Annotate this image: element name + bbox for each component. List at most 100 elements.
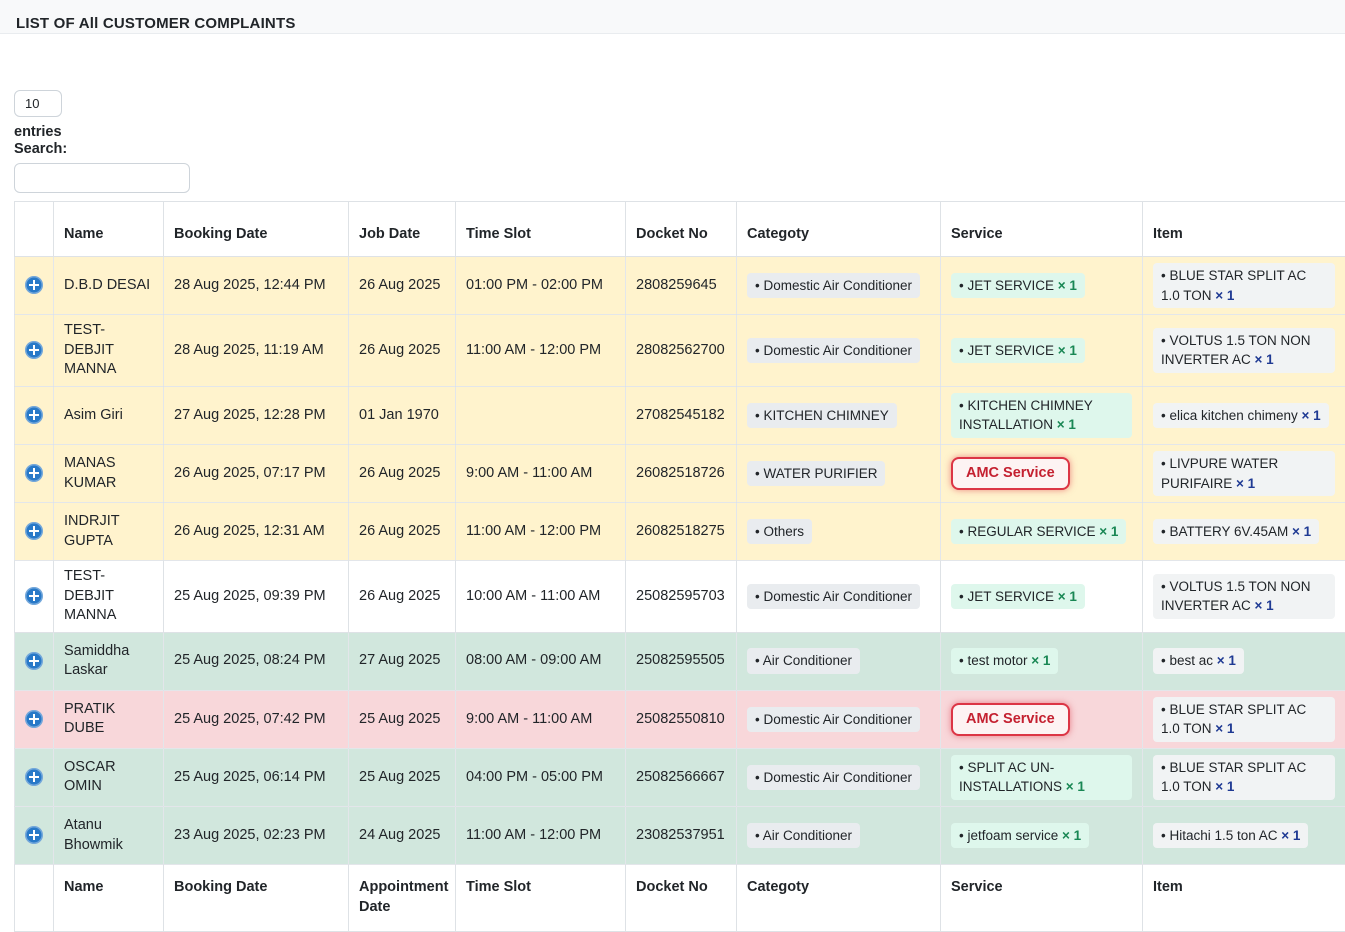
footer-docket-no: Docket No (626, 865, 737, 932)
item-cell: • LIVPURE WATER PURIFAIRE × 1 (1143, 444, 1345, 502)
item-badge: • BLUE STAR SPLIT AC 1.0 TON × 1 (1153, 263, 1335, 308)
search-input[interactable] (14, 163, 190, 193)
service-cell: AMC Service (941, 690, 1143, 748)
service-cell: • JET SERVICE × 1 (941, 315, 1143, 387)
customer-name-cell: PRATIK DUBE (54, 690, 164, 748)
amc-service-badge: AMC Service (951, 457, 1070, 491)
item-badge: • BATTERY 6V.45AM × 1 (1153, 519, 1319, 545)
table-row: TEST-DEBJIT MANNA 28 Aug 2025, 11:19 AM … (15, 315, 1345, 387)
plus-icon (25, 710, 43, 728)
service-cell: • REGULAR SERVICE × 1 (941, 503, 1143, 561)
customer-name-cell: TEST-DEBJIT MANNA (54, 561, 164, 633)
job-date-cell: 26 Aug 2025 (349, 315, 456, 387)
expand-row-button[interactable] (25, 587, 43, 605)
header-job-date[interactable]: Job Date (349, 202, 456, 257)
header-name[interactable]: Name (54, 202, 164, 257)
docket-no-cell: 25082595505 (626, 632, 737, 690)
service-cell: • JET SERVICE × 1 (941, 257, 1143, 315)
header-category[interactable]: Categoty (737, 202, 941, 257)
expand-row-button[interactable] (25, 276, 43, 294)
plus-icon (25, 652, 43, 670)
booking-date-cell: 26 Aug 2025, 07:17 PM (164, 444, 349, 502)
expand-row-button[interactable] (25, 522, 43, 540)
customer-name-cell: Atanu Bhowmik (54, 807, 164, 865)
category-badge: • Domestic Air Conditioner (747, 707, 920, 733)
header-time-slot[interactable]: Time Slot (456, 202, 626, 257)
category-badge: • Domestic Air Conditioner (747, 584, 920, 610)
expand-row-button[interactable] (25, 710, 43, 728)
booking-date-cell: 25 Aug 2025, 07:42 PM (164, 690, 349, 748)
amc-service-badge: AMC Service (951, 703, 1070, 737)
booking-date-cell: 23 Aug 2025, 02:23 PM (164, 807, 349, 865)
expand-row-button[interactable] (25, 826, 43, 844)
hamburger-icon (14, 52, 26, 69)
entries-label: entries (14, 124, 1345, 140)
footer-expand (15, 865, 54, 932)
expand-row-button[interactable] (25, 406, 43, 424)
plus-icon (25, 826, 43, 844)
footer-booking-date: Booking Date (164, 865, 349, 932)
expand-row-button[interactable] (25, 768, 43, 786)
time-slot-cell: 9:00 AM - 11:00 AM (456, 444, 626, 502)
table-row: Atanu Bhowmik 23 Aug 2025, 02:23 PM 24 A… (15, 807, 1345, 865)
expand-row-button[interactable] (25, 464, 43, 482)
category-badge: • WATER PURIFIER (747, 461, 885, 487)
customer-name-cell: OSCAR OMIN (54, 748, 164, 806)
category-badge: • Domestic Air Conditioner (747, 765, 920, 791)
service-cell: • test motor × 1 (941, 632, 1143, 690)
menu-toggle-button[interactable] (14, 52, 40, 70)
docket-no-cell: 26082518275 (626, 503, 737, 561)
customer-name-cell: Samiddha Laskar (54, 632, 164, 690)
docket-no-cell: 27082545182 (626, 386, 737, 444)
footer-name: Name (54, 865, 164, 932)
job-date-cell: 26 Aug 2025 (349, 503, 456, 561)
item-cell: • BLUE STAR SPLIT AC 1.0 TON × 1 (1143, 257, 1345, 315)
table-row: MANAS KUMAR 26 Aug 2025, 07:17 PM 26 Aug… (15, 444, 1345, 502)
plus-icon (25, 276, 43, 294)
category-badge: • Air Conditioner (747, 823, 860, 849)
category-cell: • KITCHEN CHIMNEY (737, 386, 941, 444)
category-cell: • Domestic Air Conditioner (737, 748, 941, 806)
item-badge: • LIVPURE WATER PURIFAIRE × 1 (1153, 451, 1335, 496)
item-cell: • BLUE STAR SPLIT AC 1.0 TON × 1 (1143, 690, 1345, 748)
time-slot-cell (456, 386, 626, 444)
category-badge: • Air Conditioner (747, 648, 860, 674)
footer-item: Item (1143, 865, 1345, 932)
header-docket-no[interactable]: Docket No (626, 202, 737, 257)
docket-no-cell: 23082537951 (626, 807, 737, 865)
category-cell: • Domestic Air Conditioner (737, 690, 941, 748)
service-badge: • jetfoam service × 1 (951, 823, 1089, 849)
category-cell: • Air Conditioner (737, 807, 941, 865)
customer-name-cell: TEST-DEBJIT MANNA (54, 315, 164, 387)
expand-row-button[interactable] (25, 652, 43, 670)
page-length-select[interactable]: 10 (14, 90, 62, 117)
category-cell: • Domestic Air Conditioner (737, 561, 941, 633)
table-footer-row: Name Booking Date Appointment Date Time … (15, 865, 1345, 932)
header-service[interactable]: Service (941, 202, 1143, 257)
expand-row-button[interactable] (25, 341, 43, 359)
docket-no-cell: 26082518726 (626, 444, 737, 502)
item-cell: • VOLTUS 1.5 TON NON INVERTER AC × 1 (1143, 315, 1345, 387)
booking-date-cell: 25 Aug 2025, 06:14 PM (164, 748, 349, 806)
plus-icon (25, 464, 43, 482)
job-date-cell: 27 Aug 2025 (349, 632, 456, 690)
table-row: INDRJIT GUPTA 26 Aug 2025, 12:31 AM 26 A… (15, 503, 1345, 561)
time-slot-cell: 08:00 AM - 09:00 AM (456, 632, 626, 690)
job-date-cell: 01 Jan 1970 (349, 386, 456, 444)
category-cell: • WATER PURIFIER (737, 444, 941, 502)
booking-date-cell: 25 Aug 2025, 08:24 PM (164, 632, 349, 690)
complaints-table: Name Booking Date Job Date Time Slot Doc… (14, 201, 1345, 932)
table-row: OSCAR OMIN 25 Aug 2025, 06:14 PM 25 Aug … (15, 748, 1345, 806)
service-cell: • SPLIT AC UN-INSTALLATIONS × 1 (941, 748, 1143, 806)
plus-icon (25, 587, 43, 605)
item-cell: • VOLTUS 1.5 TON NON INVERTER AC × 1 (1143, 561, 1345, 633)
header-item[interactable]: Item (1143, 202, 1345, 257)
footer-service: Service (941, 865, 1143, 932)
header-booking-date[interactable]: Booking Date (164, 202, 349, 257)
service-badge: • SPLIT AC UN-INSTALLATIONS × 1 (951, 755, 1132, 800)
job-date-cell: 26 Aug 2025 (349, 257, 456, 315)
time-slot-cell: 01:00 PM - 02:00 PM (456, 257, 626, 315)
service-badge: • REGULAR SERVICE × 1 (951, 519, 1126, 545)
category-badge: • Domestic Air Conditioner (747, 273, 920, 299)
top-navbar: LIST OF All CUSTOMER COMPLAINTS (0, 0, 1345, 34)
